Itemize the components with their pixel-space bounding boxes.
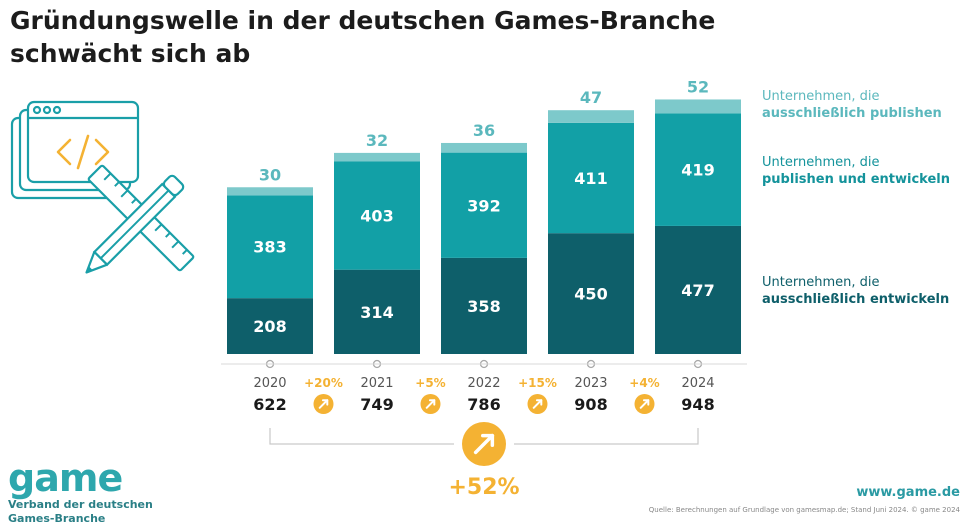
label-dev-2022: 358 [467,297,500,316]
legend-both-line2: publishen und entwickeln [762,172,950,187]
total-label-2024: 948 [681,395,714,414]
growth-arrow-icon [634,394,655,414]
label-both-2020: 383 [253,238,286,257]
label-pub-2023: 47 [580,88,602,107]
label-pub-2022: 36 [473,121,495,140]
bar-dev-2023 [548,233,634,354]
bar-dev-2021 [334,269,420,354]
label-pub-2020: 30 [259,165,281,184]
bar-both-2021 [334,161,420,270]
legend-dev-line1: Unternehmen, die [762,275,880,290]
brand-sub-2: Games-Branche [8,512,106,525]
total-label-2022: 786 [467,395,500,414]
source-note: Quelle: Berechnungen auf Grundlage von g… [648,506,960,514]
bar-pub-2023 [548,110,634,123]
label-both-2023: 411 [574,169,607,188]
bar-dev-2022 [441,257,527,354]
bar-both-2020 [227,195,313,299]
bar-pub-2024 [655,99,741,114]
label-pub-2021: 32 [366,131,388,150]
year-label-2022: 2022 [467,376,500,391]
brand-sub-1: Verband der deutschen [8,498,153,511]
legend-item-both: Unternehmen, die publishen und entwickel… [762,154,950,188]
growth-label-1: +5% [415,376,445,390]
growth-arrow-icon [527,394,548,414]
growth-arrow-icon [313,394,334,414]
total-label-2023: 908 [574,395,607,414]
label-pub-2024: 52 [687,77,709,96]
legend-item-pub: Unternehmen, die ausschließlich publishe… [762,88,942,122]
label-dev-2023: 450 [574,285,607,304]
bar-both-2023 [548,122,634,234]
year-label-2021: 2021 [360,376,393,391]
legend-pub-line1: Unternehmen, die [762,89,880,104]
year-label-2023: 2023 [574,376,607,391]
label-dev-2021: 314 [360,303,393,322]
growth-label-3: +4% [629,376,659,390]
bar-pub-2020 [227,187,313,196]
legend-dev-line2: ausschließlich entwickeln [762,292,950,307]
bar-dev-2020 [227,298,313,354]
overall-arrow-icon [462,422,506,466]
growth-arrow-icon [420,394,441,414]
growth-label-2: +15% [518,376,557,390]
title-line-2: schwächt sich ab [10,39,251,68]
title-line-1: Gründungswelle in der deutschen Games-Br… [10,6,716,35]
bar-dev-2024 [655,225,741,354]
code-pencil-illustration-icon [10,100,195,274]
label-dev-2020: 208 [253,317,286,336]
label-both-2021: 403 [360,207,393,226]
label-both-2022: 392 [467,196,500,215]
label-dev-2024: 477 [681,281,714,300]
year-label-2024: 2024 [681,376,714,391]
total-label-2021: 749 [360,395,393,414]
label-both-2024: 419 [681,161,714,180]
bar-both-2024 [655,113,741,226]
year-label-2020: 2020 [253,376,286,391]
growth-label-0: +20% [304,376,343,390]
legend-item-dev: Unternehmen, die ausschließlich entwicke… [762,274,949,308]
brand-name: game [8,456,123,500]
legend-both-line1: Unternehmen, die [762,155,880,170]
bar-pub-2022 [441,142,527,153]
website-link[interactable]: www.game.de [856,485,960,500]
chart-title: Gründungswelle in der deutschen Games-Br… [10,4,715,70]
legend-pub-line2: ausschließlich publishen [762,106,942,121]
overall-growth-label: +52% [448,475,519,500]
brand-logo: game Verband der deutschen Games-Branche [8,458,153,526]
bar-both-2022 [441,152,527,258]
total-label-2020: 622 [253,395,286,414]
bar-pub-2021 [334,152,420,162]
